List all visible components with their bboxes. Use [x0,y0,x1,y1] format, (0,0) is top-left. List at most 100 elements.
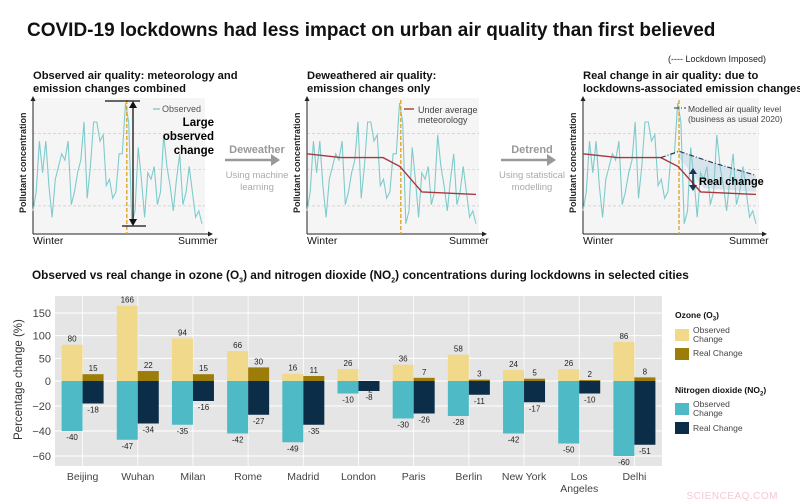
data-label: -27 [253,417,265,426]
x-tick-label: Milan [180,471,205,483]
bar-ozone-o3-observed-change [282,373,304,381]
data-label: -35 [177,427,189,436]
bar-nitrogen-dioxide-no2-observed-change [503,381,525,434]
deweathered-line [582,153,757,196]
bar-ozone-o3-observed-change [392,364,414,381]
deweathered-legend: Under average meteorology [418,105,478,125]
legend-swatch [675,328,689,341]
y-axis-arrow-icon [304,96,310,101]
panel2-title: Deweathered air quality: emission changes… [307,70,437,95]
x-tick-label: Beijing [67,471,99,483]
data-label: -18 [87,406,99,415]
schematic-panels [30,96,767,237]
data-label: 3 [477,370,482,379]
data-label: 22 [144,361,153,370]
bar-nitrogen-dioxide-no2-observed-change [337,381,359,394]
bar-ozone-o3-real-change [468,379,490,381]
data-label: -10 [342,396,354,405]
data-label: 5 [532,369,537,378]
lockdown-legend: (---- Lockdown Imposed) [668,54,767,64]
legend-item-o3-real: Real Change [675,347,766,360]
legend-swatch [675,403,689,416]
legend-no2-title: Nitrogen dioxide (NO2) [675,384,767,398]
panel2-ylabel: Pollutant concentration [292,112,302,213]
legend-item-o3-observed: Observed Change [675,325,766,344]
plot-background [33,98,205,234]
panel1-summer: Summer [178,235,218,247]
data-label: 24 [509,360,518,369]
data-label: -26 [418,416,430,425]
arrow-down-icon [129,219,137,226]
data-label: 80 [68,335,77,344]
data-label: -51 [639,447,651,456]
x-tick-label: Angeles [560,483,598,495]
data-label: 66 [233,341,242,350]
deweather-step-sub: Using machine learning [225,170,289,193]
bar-ozone-o3-observed-change [613,342,635,381]
arrow-up-icon [129,101,137,108]
y-axis-arrow-icon [580,96,586,101]
bar-ozone-o3-real-change [579,380,601,382]
panel3-summer: Summer [729,235,769,247]
bar-nitrogen-dioxide-no2-observed-change [558,381,580,444]
data-label: -17 [529,404,541,413]
data-label: -47 [121,442,133,451]
data-label: -28 [453,418,465,427]
data-label: -40 [66,433,78,442]
data-label: 26 [344,359,353,368]
bar-nitrogen-dioxide-no2-real-change [303,381,325,425]
chart-title: Observed vs real change in ozone (O3) an… [32,268,689,285]
x-tick-label: New York [502,471,547,483]
bar-nitrogen-dioxide-no2-real-change [358,381,380,391]
data-label: -42 [232,436,244,445]
legend-swatch [675,422,689,435]
y-tick-label: 50 [39,353,51,365]
detrend-step-sub: Using statistical modelling [499,170,565,193]
y-tick-label: −60 [32,451,51,463]
bar-ozone-o3-observed-change [227,351,249,381]
data-label: 8 [643,367,648,376]
data-label: -35 [308,427,320,436]
legend-item-no2-observed: Observed Change [675,400,766,418]
x-tick-label: Rome [234,471,262,483]
y-tick-label: 100 [33,331,51,343]
x-tick-label: London [341,471,376,483]
legend-swatch [675,347,689,360]
bar-ozone-o3-real-change [413,377,435,381]
x-tick-label: Delhi [622,471,646,483]
bar-ozone-o3-observed-change [61,344,83,381]
bar-nitrogen-dioxide-no2-real-change [634,381,656,445]
x-axis-arrow-icon [482,231,487,237]
data-label: -8 [365,393,373,402]
data-label: -34 [142,426,154,435]
data-label: 166 [121,296,135,305]
arrow-up-icon [689,168,697,174]
x-axis-arrow-icon [208,231,213,237]
chart-legend: Ozone (O3) Observed Change Real Change N… [675,310,767,435]
data-label: -60 [618,458,630,467]
bar-ozone-o3-observed-change [558,369,580,381]
bar-ozone-o3-observed-change [337,369,359,381]
data-label: -49 [287,444,299,453]
bar-nitrogen-dioxide-no2-observed-change [392,381,414,419]
bar-nitrogen-dioxide-no2-real-change [579,381,601,394]
data-label: 15 [199,364,208,373]
bar-ozone-o3-real-change [248,367,270,381]
panel2-summer: Summer [449,235,489,247]
bar-nitrogen-dioxide-no2-observed-change [282,381,304,443]
data-label: 86 [619,332,628,341]
bar-nitrogen-dioxide-no2-observed-change [116,381,138,440]
data-label: 2 [588,370,593,379]
y-tick-label: −20 [32,401,51,413]
data-label: 36 [399,355,408,364]
x-axis-arrow-icon [762,231,767,237]
legend-item-no2-real: Real Change [675,422,766,435]
observed-legend: Observed [162,104,202,114]
x-tick-label: Los [571,471,588,483]
legend-o3-title: Ozone (O3) [675,310,719,323]
bar-nitrogen-dioxide-no2-real-change [468,381,490,395]
arrow-down-icon [689,185,697,191]
x-tick-label: Wuhan [121,471,154,483]
bar-nitrogen-dioxide-no2-real-change [137,381,159,424]
